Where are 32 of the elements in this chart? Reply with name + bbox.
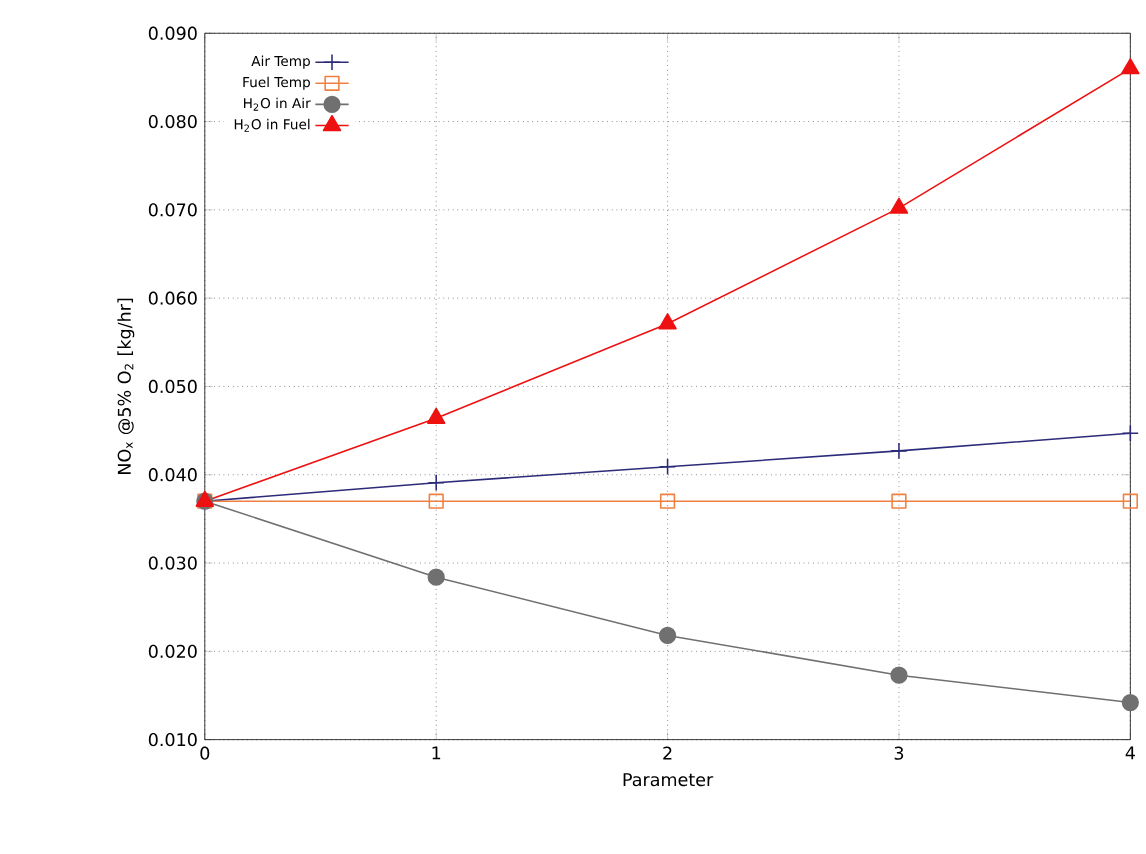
x-tick-label: 0 (200, 746, 210, 761)
y-axis-title: NO$_{x}$ @5% O$_{2}$ [kg/hr] (117, 299, 135, 475)
x-tick-label: 2 (663, 746, 672, 760)
point (1121, 694, 1139, 712)
point (427, 474, 445, 492)
y-tick-label: 0.030 (148, 556, 197, 571)
y-tick-label: 0.060 (148, 291, 197, 306)
y-tick-label: 0.070 (148, 203, 197, 217)
point (889, 197, 909, 215)
point (658, 313, 677, 330)
point (428, 494, 444, 510)
y-tick-label: 0.040 (148, 468, 197, 482)
y-tick-label: 0.080 (148, 115, 197, 129)
point (890, 667, 908, 685)
point (1121, 58, 1140, 75)
y-tick-label: 0.090 (148, 27, 197, 41)
y-tick-label: 0.050 (148, 380, 197, 394)
y-tick-label: 0.020 (148, 645, 197, 659)
point (659, 494, 676, 510)
point (658, 627, 677, 645)
x-tick-label: 1 (432, 746, 441, 760)
point (658, 458, 677, 476)
x-tick-label: 3 (894, 746, 904, 761)
x-axis-title: Parameter (623, 773, 714, 787)
x-tick-label: 4 (1125, 746, 1135, 760)
point (890, 442, 908, 460)
point (1121, 425, 1139, 443)
point (427, 569, 445, 587)
point (1122, 494, 1138, 510)
point (426, 408, 446, 425)
point (891, 494, 907, 510)
y-tick-label: 0.010 (148, 733, 197, 747)
